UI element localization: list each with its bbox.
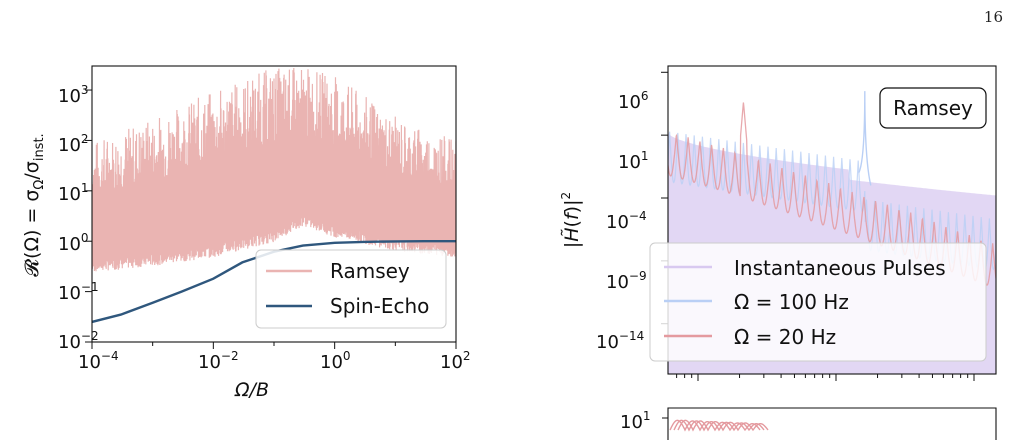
bottom-series-lines (669, 419, 769, 432)
right-y-axis-label: |H̃(f)|2 (559, 192, 583, 248)
left-x-axis-label: Ω/B (234, 379, 269, 401)
ramsey-annotation-text: Ramsey (893, 96, 973, 120)
right-ytick-1e-4: 10−4 (606, 209, 647, 233)
right-ytick-1e6: 106 (618, 89, 649, 113)
page-number: 16 (983, 8, 1003, 26)
left-ytick-1e1: 101 (58, 181, 89, 205)
left-chart: 10−2 10−1 100 101 102 103 10−4 10−2 100 … (21, 65, 471, 401)
legend-label-ramsey: Ramsey (330, 259, 410, 283)
ramsey-annotation-box (879, 87, 987, 129)
left-xtick-1e0: 100 (320, 349, 351, 373)
left-ytick-1e2: 102 (58, 132, 89, 156)
left-legend-box (255, 249, 447, 329)
bottom-axes-frame (667, 407, 997, 440)
ramsey-annotation: Ramsey (879, 87, 987, 129)
left-ytick-1e0: 100 (58, 231, 89, 255)
right-axes-frame (667, 65, 997, 375)
left-ytick-1e-2: 10−2 (58, 329, 99, 353)
left-tick-marks (85, 89, 457, 349)
right-ytick-1e-14: 10−14 (596, 329, 644, 353)
left-xtick-1e2: 102 (440, 349, 471, 373)
left-ytick-1e3: 103 (58, 83, 89, 107)
right-legend: Instantaneous Pulses Ω = 100 Hz Ω = 20 H… (649, 242, 987, 362)
right-ytick-1e1: 101 (618, 149, 649, 173)
ramsey-series-line (92, 67, 456, 272)
right-legend-box (649, 242, 987, 362)
legend-label-omega100: Ω = 100 Hz (734, 290, 849, 314)
right-chart: 106 101 10−4 10−9 10−14 |H̃(f)|2 Ramsey … (559, 65, 997, 381)
omega100-series-line (668, 131, 996, 271)
omega100-peak (858, 91, 872, 186)
legend-label-spin-echo: Spin-Echo (330, 294, 429, 318)
legend-label-omega20: Ω = 20 Hz (734, 325, 836, 349)
bottom-chart: 101 (620, 407, 997, 440)
legend-label-instantaneous: Instantaneous Pulses (734, 256, 946, 280)
left-xtick-1e-2: 10−2 (198, 349, 239, 373)
left-y-axis-label: 𝓡(Ω) = σΩ/σinst. (21, 133, 47, 276)
right-ytick-1e-9: 10−9 (606, 269, 647, 293)
left-xtick-1e-4: 10−4 (78, 349, 119, 373)
bottom-ytick-1e1: 101 (620, 409, 651, 433)
left-legend: Ramsey Spin-Echo (255, 249, 447, 329)
